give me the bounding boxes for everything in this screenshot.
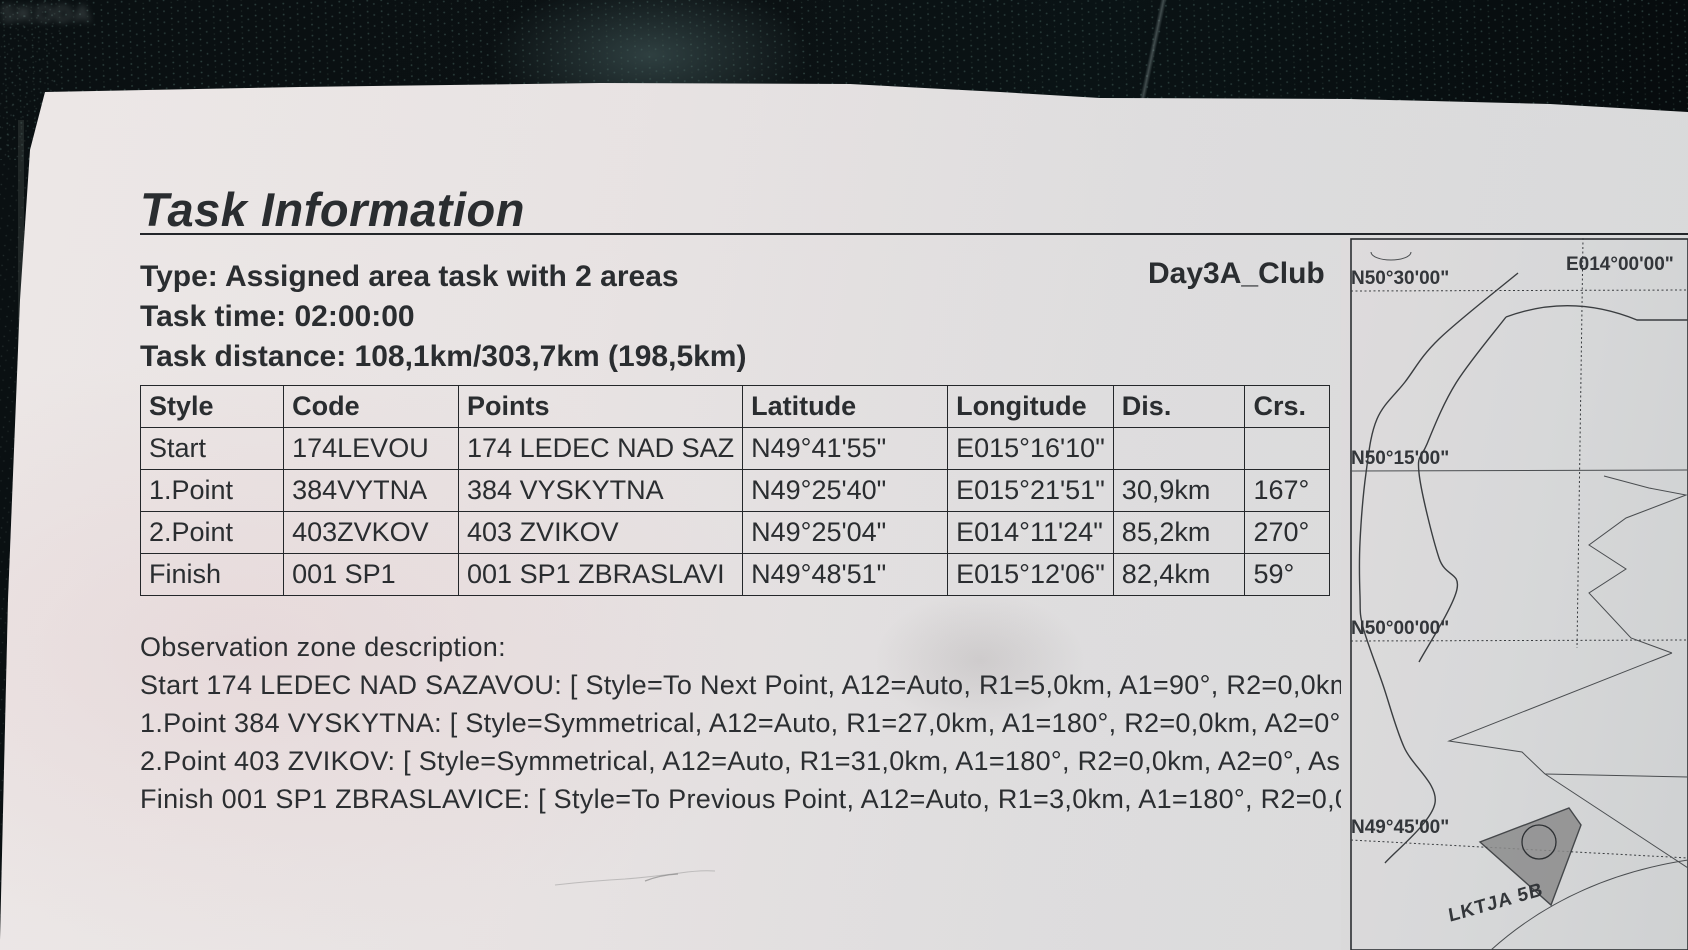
svg-text:E014°00'00": E014°00'00" [1566,254,1674,275]
svg-text:N50°15'00": N50°15'00" [1351,448,1449,469]
svg-text:N50°30'00": N50°30'00" [1351,268,1449,289]
svg-text:N50°00'00": N50°00'00" [1351,618,1449,639]
svg-text:SKODA: SKODA [0,1,92,26]
svg-text:N49°45'00": N49°45'00" [1351,817,1449,838]
